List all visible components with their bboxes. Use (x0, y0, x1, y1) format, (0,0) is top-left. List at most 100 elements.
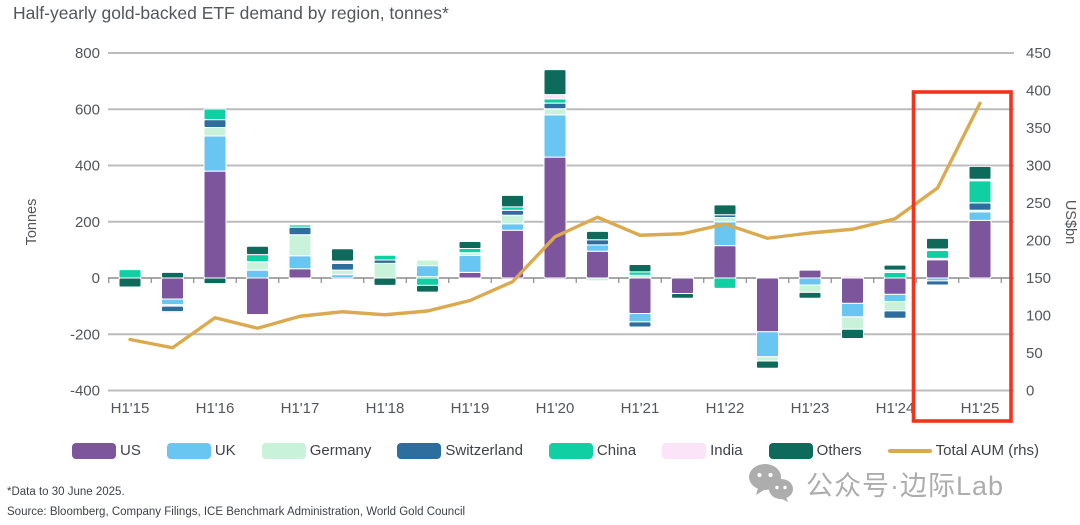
x-axis-label-H1'17: H1'17 (281, 400, 320, 417)
bar-segment-switzerland-H1'18 (373, 259, 397, 264)
bar-segment-uk-H2'20 (586, 244, 609, 252)
footnote-source: Source: Bloomberg, Company Filings, ICE … (7, 506, 466, 518)
legend-item-switzerland: Switzerland (397, 442, 523, 459)
legend-label: Others (816, 442, 862, 459)
bar-segment-us-H1'23 (798, 269, 822, 279)
x-axis-label-H1'20: H1'20 (536, 400, 575, 417)
bar-segment-switzerland-H1'25 (968, 202, 992, 211)
bar-segment-us-H2'16 (246, 277, 269, 316)
x-axis-label-H1'18: H1'18 (366, 400, 405, 417)
bar-segment-others-H1'16 (203, 277, 227, 285)
bar-segment-uk-H2'23 (841, 302, 864, 318)
bar-segment-others-H2'20 (586, 230, 609, 241)
bar-segment-germany-H1'17 (288, 234, 312, 257)
footnote-data-note: *Data to 30 June 2025. (7, 486, 125, 498)
bar-segment-germany-H2'18 (416, 259, 439, 267)
wechat-icon (749, 464, 793, 502)
bar-segment-uk-H1'19 (458, 255, 482, 273)
bar-segment-switzerland-H1'17 (288, 226, 312, 236)
bar-segment-germany-H2'23 (841, 316, 864, 330)
total-aum-line (128, 101, 982, 350)
left-axis-tick-label: 600 (75, 101, 100, 118)
bar-segment-others-H2'21 (671, 292, 694, 299)
bar-segment-china-H1'24 (883, 271, 907, 279)
x-axis-label-H1'19: H1'19 (451, 400, 490, 417)
left-axis-tick-label: 0 (92, 270, 100, 287)
left-axis-tick-label: -400 (70, 383, 100, 400)
x-axis-label-H1'15: H1'15 (111, 400, 150, 417)
bar-segment-germany-H2'17 (331, 269, 354, 276)
legend-item-total-aum-rhs-: Total AUM (rhs) (887, 442, 1040, 459)
bar-segment-us-H2'24 (926, 259, 949, 279)
legend-item-uk: UK (166, 442, 236, 459)
legend-item-china: China (548, 442, 636, 459)
bar-segment-others-H1'25 (968, 165, 992, 180)
bar-segment-germany-H1'18 (373, 262, 397, 279)
watermark-text: 公众号·边际Lab (806, 470, 1005, 501)
x-axis-label-H1'25: H1'25 (961, 400, 1000, 417)
legend-color-swatch (166, 442, 211, 459)
right-axis-tick-label: 450 (1026, 45, 1051, 62)
bar-segment-china-H1'25 (968, 180, 992, 204)
bar-segment-germany-H2'16 (246, 261, 269, 271)
bar-segment-switzerland-H2'20 (586, 239, 609, 246)
legend-label: Total AUM (rhs) (935, 442, 1040, 459)
bar-segment-others-H2'24 (926, 237, 949, 250)
bar-segment-others-H1'24 (883, 264, 907, 271)
left-axis-tick-label: 400 (75, 158, 100, 175)
bar-segment-others-H2'17 (331, 248, 354, 262)
x-axis-label-H1'21: H1'21 (621, 400, 660, 417)
bar-segment-germany-H1'20 (543, 108, 567, 116)
bar-segment-china-H1'16 (203, 108, 227, 121)
bar-segment-others-H1'18 (373, 277, 397, 286)
legend-color-swatch (261, 442, 306, 459)
bar-segment-switzerland-H1'16 (203, 119, 227, 129)
x-axis-label-H1'16: H1'16 (196, 400, 235, 417)
legend-color-swatch (72, 442, 116, 459)
watermark: 公众号·边际Lab (748, 463, 1004, 503)
bar-segment-china-H1'15 (118, 269, 142, 279)
bar-segment-us-H1'16 (203, 170, 227, 279)
bar-segment-us-H2'19 (501, 229, 524, 279)
right-axis-tick-label: 200 (1026, 233, 1051, 250)
right-axis-tick-label: 350 (1026, 120, 1051, 137)
bar-segment-uk-H1'16 (203, 135, 227, 172)
legend-item-india: India (662, 442, 743, 459)
bar-segment-switzerland-H2'15 (161, 305, 184, 313)
bar-segment-germany-H2'22 (756, 356, 779, 362)
highlight-box (911, 90, 1013, 423)
bar-segment-us-H1'24 (883, 277, 907, 295)
right-axis-tick-label: 400 (1026, 83, 1051, 100)
x-axis-label-H1'22: H1'22 (706, 400, 745, 417)
bar-segment-others-H2'22 (756, 360, 779, 369)
bar-segment-switzerland-H1'24 (883, 310, 907, 319)
bar-segment-china-H1'18 (373, 254, 397, 261)
bar-segment-others-H2'19 (501, 194, 524, 208)
bar-segment-others-H2'15 (161, 271, 184, 279)
bar-segment-us-H1'21 (628, 277, 652, 314)
legend-label: Switzerland (445, 442, 523, 459)
bar-segment-germany-H1'16 (203, 127, 227, 137)
bar-segment-others-H1'22 (713, 204, 737, 216)
bar-segment-china-H2'19 (501, 206, 524, 211)
bar-segment-uk-H2'15 (161, 298, 184, 306)
bar-segment-others-H1'23 (798, 291, 822, 299)
bar-segment-china-H1'21 (628, 271, 652, 276)
left-axis-tick-label: -200 (70, 326, 100, 343)
bar-segment-others-H1'19 (458, 240, 482, 249)
legend-item-others: Others (768, 442, 862, 459)
bar-segment-switzerland-H1'21 (628, 321, 652, 328)
legend-label: Germany (309, 442, 372, 459)
bar-segment-germany-H1'22 (713, 217, 737, 223)
bar-segment-china-H2'18 (416, 277, 439, 286)
bar-segment-china-H1'19 (458, 247, 482, 254)
legend-color-swatch (548, 442, 593, 459)
bar-segment-us-H2'21 (671, 277, 694, 294)
bar-segment-china-H1'20 (543, 98, 567, 104)
bar-segment-india-H1'20 (543, 94, 567, 100)
bar-segment-germany-H2'20 (586, 277, 609, 282)
chart-legend: US UK Germany Switzerland China India Others To… (72, 442, 1072, 459)
bar-segment-uk-H1'21 (628, 312, 652, 323)
x-axis-label-H1'24: H1'24 (876, 400, 915, 417)
bar-segment-switzerland-H1'20 (543, 102, 567, 110)
